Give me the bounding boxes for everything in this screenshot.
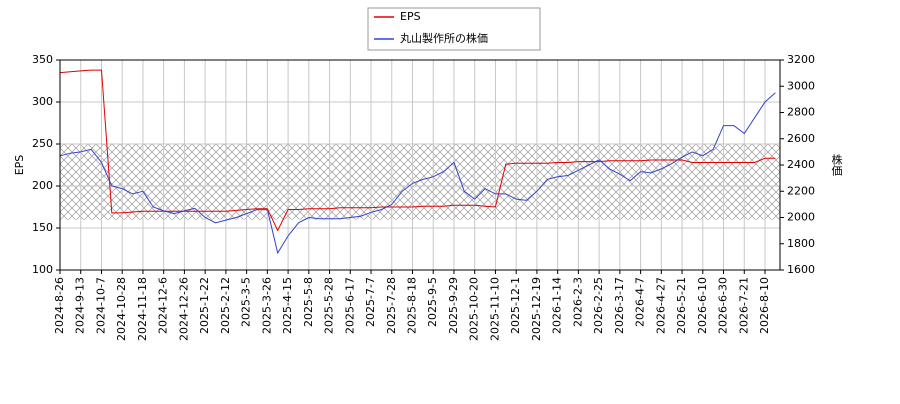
y2-tick-label: 1800 <box>787 237 815 250</box>
x-tick-label: 2025-12-1 <box>509 277 522 334</box>
x-tick-label: 2025-7-7 <box>364 277 377 327</box>
x-tick-label: 2024-9-13 <box>74 277 87 334</box>
x-tick-label: 2026-4-7 <box>634 277 647 327</box>
x-tick-label: 2026-6-10 <box>696 277 709 334</box>
y-axis-label: EPS <box>13 155 26 176</box>
y-tick-label: 350 <box>32 53 53 66</box>
x-tick-label: 2024-12-26 <box>177 277 190 341</box>
y2-tick-label: 2000 <box>787 211 815 224</box>
y-tick-label: 200 <box>32 179 53 192</box>
y2-tick-label: 1600 <box>787 263 815 276</box>
y2-tick-label: 2200 <box>787 184 815 197</box>
y-tick-label: 300 <box>32 95 53 108</box>
y2-tick-label: 3200 <box>787 53 815 66</box>
y-tick-label: 250 <box>32 137 53 150</box>
x-tick-label: 2025-9-29 <box>447 277 460 334</box>
legend: EPS 丸山製作所の株価 <box>367 7 541 51</box>
x-tick-label: 2025-4-15 <box>281 277 294 334</box>
shaded-range <box>60 144 780 220</box>
x-tick-label: 2026-3-17 <box>613 277 626 334</box>
legend-label: 丸山製作所の株価 <box>400 31 488 45</box>
y-tick-label: 150 <box>32 221 53 234</box>
x-tick-label: 2025-9-5 <box>426 277 439 327</box>
x-tick-label: 2026-7-21 <box>737 277 750 334</box>
x-tick-label: 2025-7-28 <box>385 277 398 334</box>
y2-tick-label: 2400 <box>787 158 815 171</box>
x-tick-label: 2026-6-30 <box>717 277 730 334</box>
x-tick-label: 2025-11-10 <box>488 277 501 341</box>
x-tick-label: 2026-4-27 <box>654 277 667 334</box>
x-tick-label: 2024-12-6 <box>157 277 170 334</box>
legend-label: EPS <box>400 10 421 23</box>
x-tick-label: 2024-8-26 <box>53 277 66 334</box>
x-tick-label: 2026-1-14 <box>551 277 564 334</box>
x-tick-label: 2025-6-17 <box>343 277 356 334</box>
x-tick-label: 2024-10-7 <box>94 277 107 334</box>
x-tick-label: 2025-5-28 <box>323 277 336 334</box>
x-tick-label: 2026-2-25 <box>592 277 605 334</box>
y2-tick-label: 2600 <box>787 132 815 145</box>
x-tick-label: 2025-8-18 <box>406 277 419 334</box>
x-tick-label: 2025-1-22 <box>198 277 211 334</box>
y2-axis-label: 株価 <box>830 153 843 176</box>
x-tick-label: 2024-11-18 <box>136 277 149 341</box>
x-tick-label: 2025-3-26 <box>260 277 273 334</box>
x-tick-label: 2025-2-12 <box>219 277 232 334</box>
y2-tick-label: 3000 <box>787 79 815 92</box>
x-tick-label: 2025-12-19 <box>530 277 543 341</box>
x-tick-label: 2026-5-21 <box>675 277 688 334</box>
x-tick-label: 2026-2-3 <box>571 277 584 327</box>
y2-tick-label: 2800 <box>787 106 815 119</box>
plot-frame <box>59 59 781 271</box>
x-tick-label: 2024-10-28 <box>115 277 128 341</box>
y-tick-label: 100 <box>32 263 53 276</box>
series-line <box>59 69 776 232</box>
legend-box <box>367 7 541 51</box>
x-tick-label: 2025-5-8 <box>302 277 315 327</box>
x-tick-label: 2025-3-5 <box>240 277 253 327</box>
x-tick-label: 2025-10-20 <box>468 277 481 341</box>
x-tick-label: 2026-8-10 <box>758 277 771 334</box>
series-line <box>59 92 776 255</box>
